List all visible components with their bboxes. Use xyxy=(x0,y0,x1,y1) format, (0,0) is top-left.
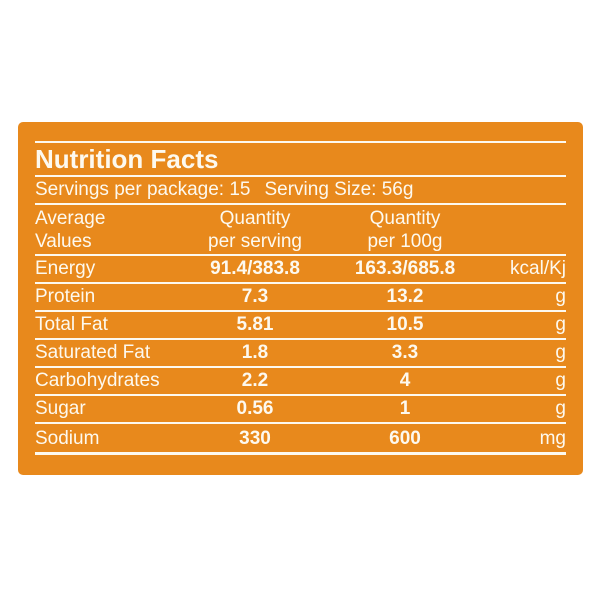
quantity-per-serving: 91.4/383.8 xyxy=(210,258,300,279)
quantity-per-100g: 3.3 xyxy=(391,342,419,363)
servings-info: Servings per package: 15 Serving Size: 5… xyxy=(35,177,566,205)
nutrition-facts-panel: Nutrition Facts Servings per package: 15… xyxy=(18,122,583,475)
nutrient-name: Total Fat xyxy=(35,314,108,335)
table-row-total-fat: Total Fat 5.81 10.5 g xyxy=(35,312,566,340)
header-unit-spacer xyxy=(480,207,566,254)
quantity-per-serving: 5.81 xyxy=(236,314,274,335)
top-divider xyxy=(35,141,566,143)
header-quantity-per-100g: Quantity per 100g xyxy=(367,208,443,252)
header-average-values: Average Values xyxy=(35,208,106,252)
quantity-per-100g: 163.3/685.8 xyxy=(354,258,456,279)
quantity-per-serving: 2.2 xyxy=(241,370,269,391)
unit: g xyxy=(555,314,566,335)
table-row-protein: Protein 7.3 13.2 g xyxy=(35,284,566,312)
table-row-sodium: Sodium 330 600 mg xyxy=(35,424,566,455)
unit: g xyxy=(555,286,566,307)
table-header: Average Values Quantity per serving Quan… xyxy=(35,205,566,256)
serving-size: Serving Size: 56g xyxy=(264,179,414,200)
header-quantity-per-serving: Quantity per serving xyxy=(208,208,302,252)
nutrient-name: Sodium xyxy=(35,428,100,449)
quantity-per-serving: 330 xyxy=(239,428,271,449)
table-row-sugar: Sugar 0.56 1 g xyxy=(35,396,566,424)
nutrient-name: Protein xyxy=(35,286,96,307)
quantity-per-serving: 0.56 xyxy=(236,398,274,419)
title-section: Nutrition Facts xyxy=(35,143,566,177)
quantity-per-serving: 7.3 xyxy=(241,286,269,307)
quantity-per-100g: 600 xyxy=(389,428,421,449)
unit: g xyxy=(555,398,566,419)
nutrient-name: Energy xyxy=(35,258,96,279)
unit: g xyxy=(555,342,566,363)
quantity-per-100g: 13.2 xyxy=(386,286,424,307)
quantity-per-100g: 10.5 xyxy=(386,314,424,335)
table-row-energy: Energy 91.4/383.8 163.3/685.8 kcal/Kj xyxy=(35,256,566,284)
quantity-per-100g: 4 xyxy=(399,370,411,391)
nutrient-name: Saturated Fat xyxy=(35,342,151,363)
unit: mg xyxy=(539,428,566,449)
quantity-per-100g: 1 xyxy=(399,398,411,419)
servings-per-package: Servings per package: 15 xyxy=(35,179,251,200)
table-row-saturated-fat: Saturated Fat 1.8 3.3 g xyxy=(35,340,566,368)
table-row-carbohydrates: Carbohydrates 2.2 4 g xyxy=(35,368,566,396)
label-title: Nutrition Facts xyxy=(35,143,219,174)
unit: g xyxy=(555,370,566,391)
quantity-per-serving: 1.8 xyxy=(241,342,269,363)
nutrient-name: Carbohydrates xyxy=(35,370,160,391)
nutrient-name: Sugar xyxy=(35,398,86,419)
unit: kcal/Kj xyxy=(510,258,566,279)
